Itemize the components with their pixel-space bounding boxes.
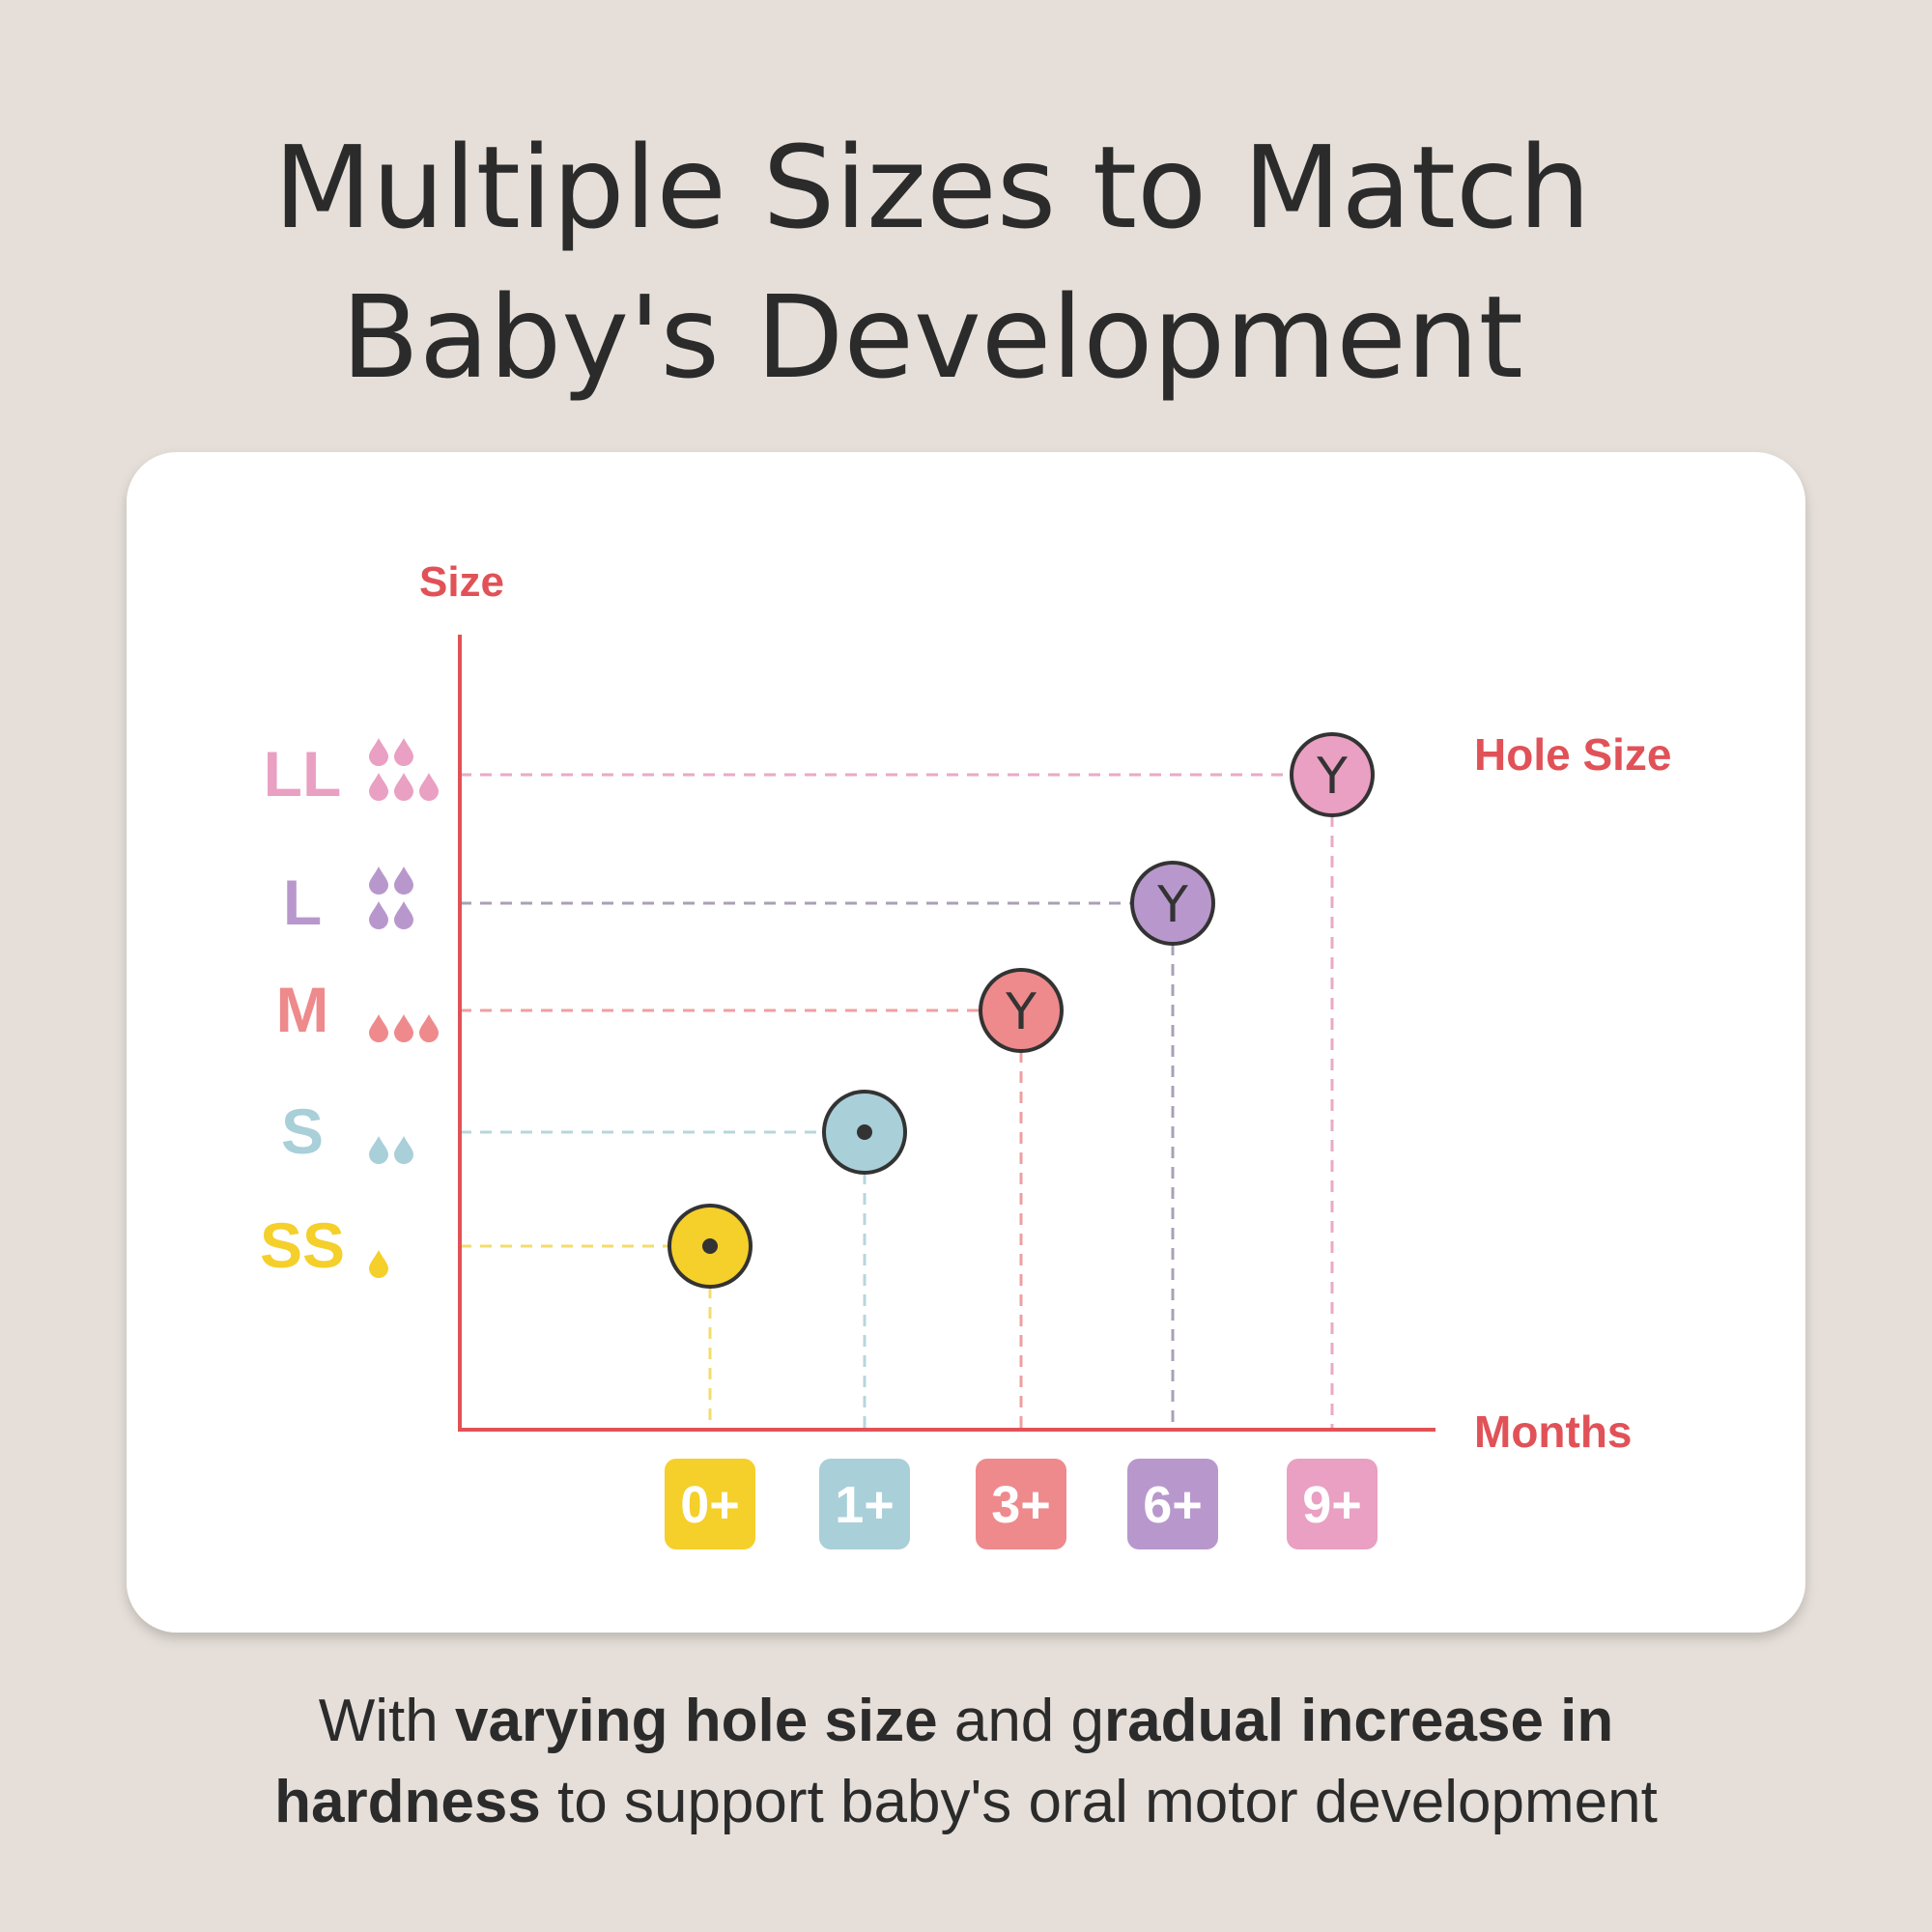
hole-mark [857, 1124, 872, 1140]
drop [369, 738, 388, 766]
point [979, 968, 1064, 1053]
footer-text: radual increase in [1104, 1688, 1614, 1754]
size-label: S [281, 1095, 324, 1167]
drop [394, 738, 413, 766]
drop [394, 1136, 413, 1164]
month-badge [665, 1459, 755, 1549]
hole-size-label: Hole Size [1474, 729, 1672, 780]
hole-mark: Y [1005, 983, 1037, 1041]
drop [394, 867, 413, 895]
drop [369, 901, 388, 929]
month-badge [1287, 1459, 1378, 1549]
footer-line: With varying hole size and gradual incre… [0, 1681, 1932, 1762]
month-badge [819, 1459, 910, 1549]
size-label: L [283, 867, 322, 938]
x-axis-label: Months [1474, 1406, 1633, 1457]
month-badge [976, 1459, 1066, 1549]
drop [394, 1014, 413, 1042]
drop [369, 1136, 388, 1164]
hole-mark: Y [1156, 876, 1188, 934]
month-label: 9+ [1302, 1476, 1362, 1534]
hole-mark [702, 1238, 718, 1254]
footer-text: varying hole size [454, 1688, 938, 1754]
footer-text: to support baby's oral motor development [540, 1769, 1658, 1835]
point [1130, 861, 1215, 946]
card [127, 452, 1805, 1633]
infographic: Multiple Sizes to Match Baby's Developme… [127, 121, 1805, 1633]
footer-text: With [318, 1688, 455, 1754]
month-label: 0+ [680, 1476, 740, 1534]
chart: Size Months SS 0+ S 1+ M Y 3+ L Y 6+ LL Y 9+ Hole Size [260, 558, 1672, 1549]
drop [369, 867, 388, 895]
footer-line: hardness to support baby's oral motor de… [0, 1762, 1932, 1843]
point [1290, 732, 1375, 817]
size-label: LL [264, 738, 342, 810]
drop [394, 901, 413, 929]
size-label: M [276, 974, 329, 1045]
month-label: 6+ [1143, 1476, 1203, 1534]
month-badge [1127, 1459, 1218, 1549]
footer: With varying hole size and gradual incre… [0, 1681, 1932, 1843]
drop [419, 1014, 439, 1042]
month-label: 1+ [835, 1476, 895, 1534]
drop [369, 1014, 388, 1042]
y-axis-label: Size [419, 558, 504, 606]
footer-text: and g [937, 1688, 1104, 1754]
drop [369, 773, 388, 801]
hole-mark: Y [1316, 748, 1348, 806]
title-line: Baby's Development [341, 270, 1523, 404]
drop [369, 1250, 388, 1278]
drop [394, 773, 413, 801]
footer-text: hardness [274, 1769, 541, 1835]
size-label: SS [260, 1209, 345, 1281]
drop [419, 773, 439, 801]
month-label: 3+ [991, 1476, 1051, 1534]
title-line: Multiple Sizes to Match [273, 121, 1590, 254]
